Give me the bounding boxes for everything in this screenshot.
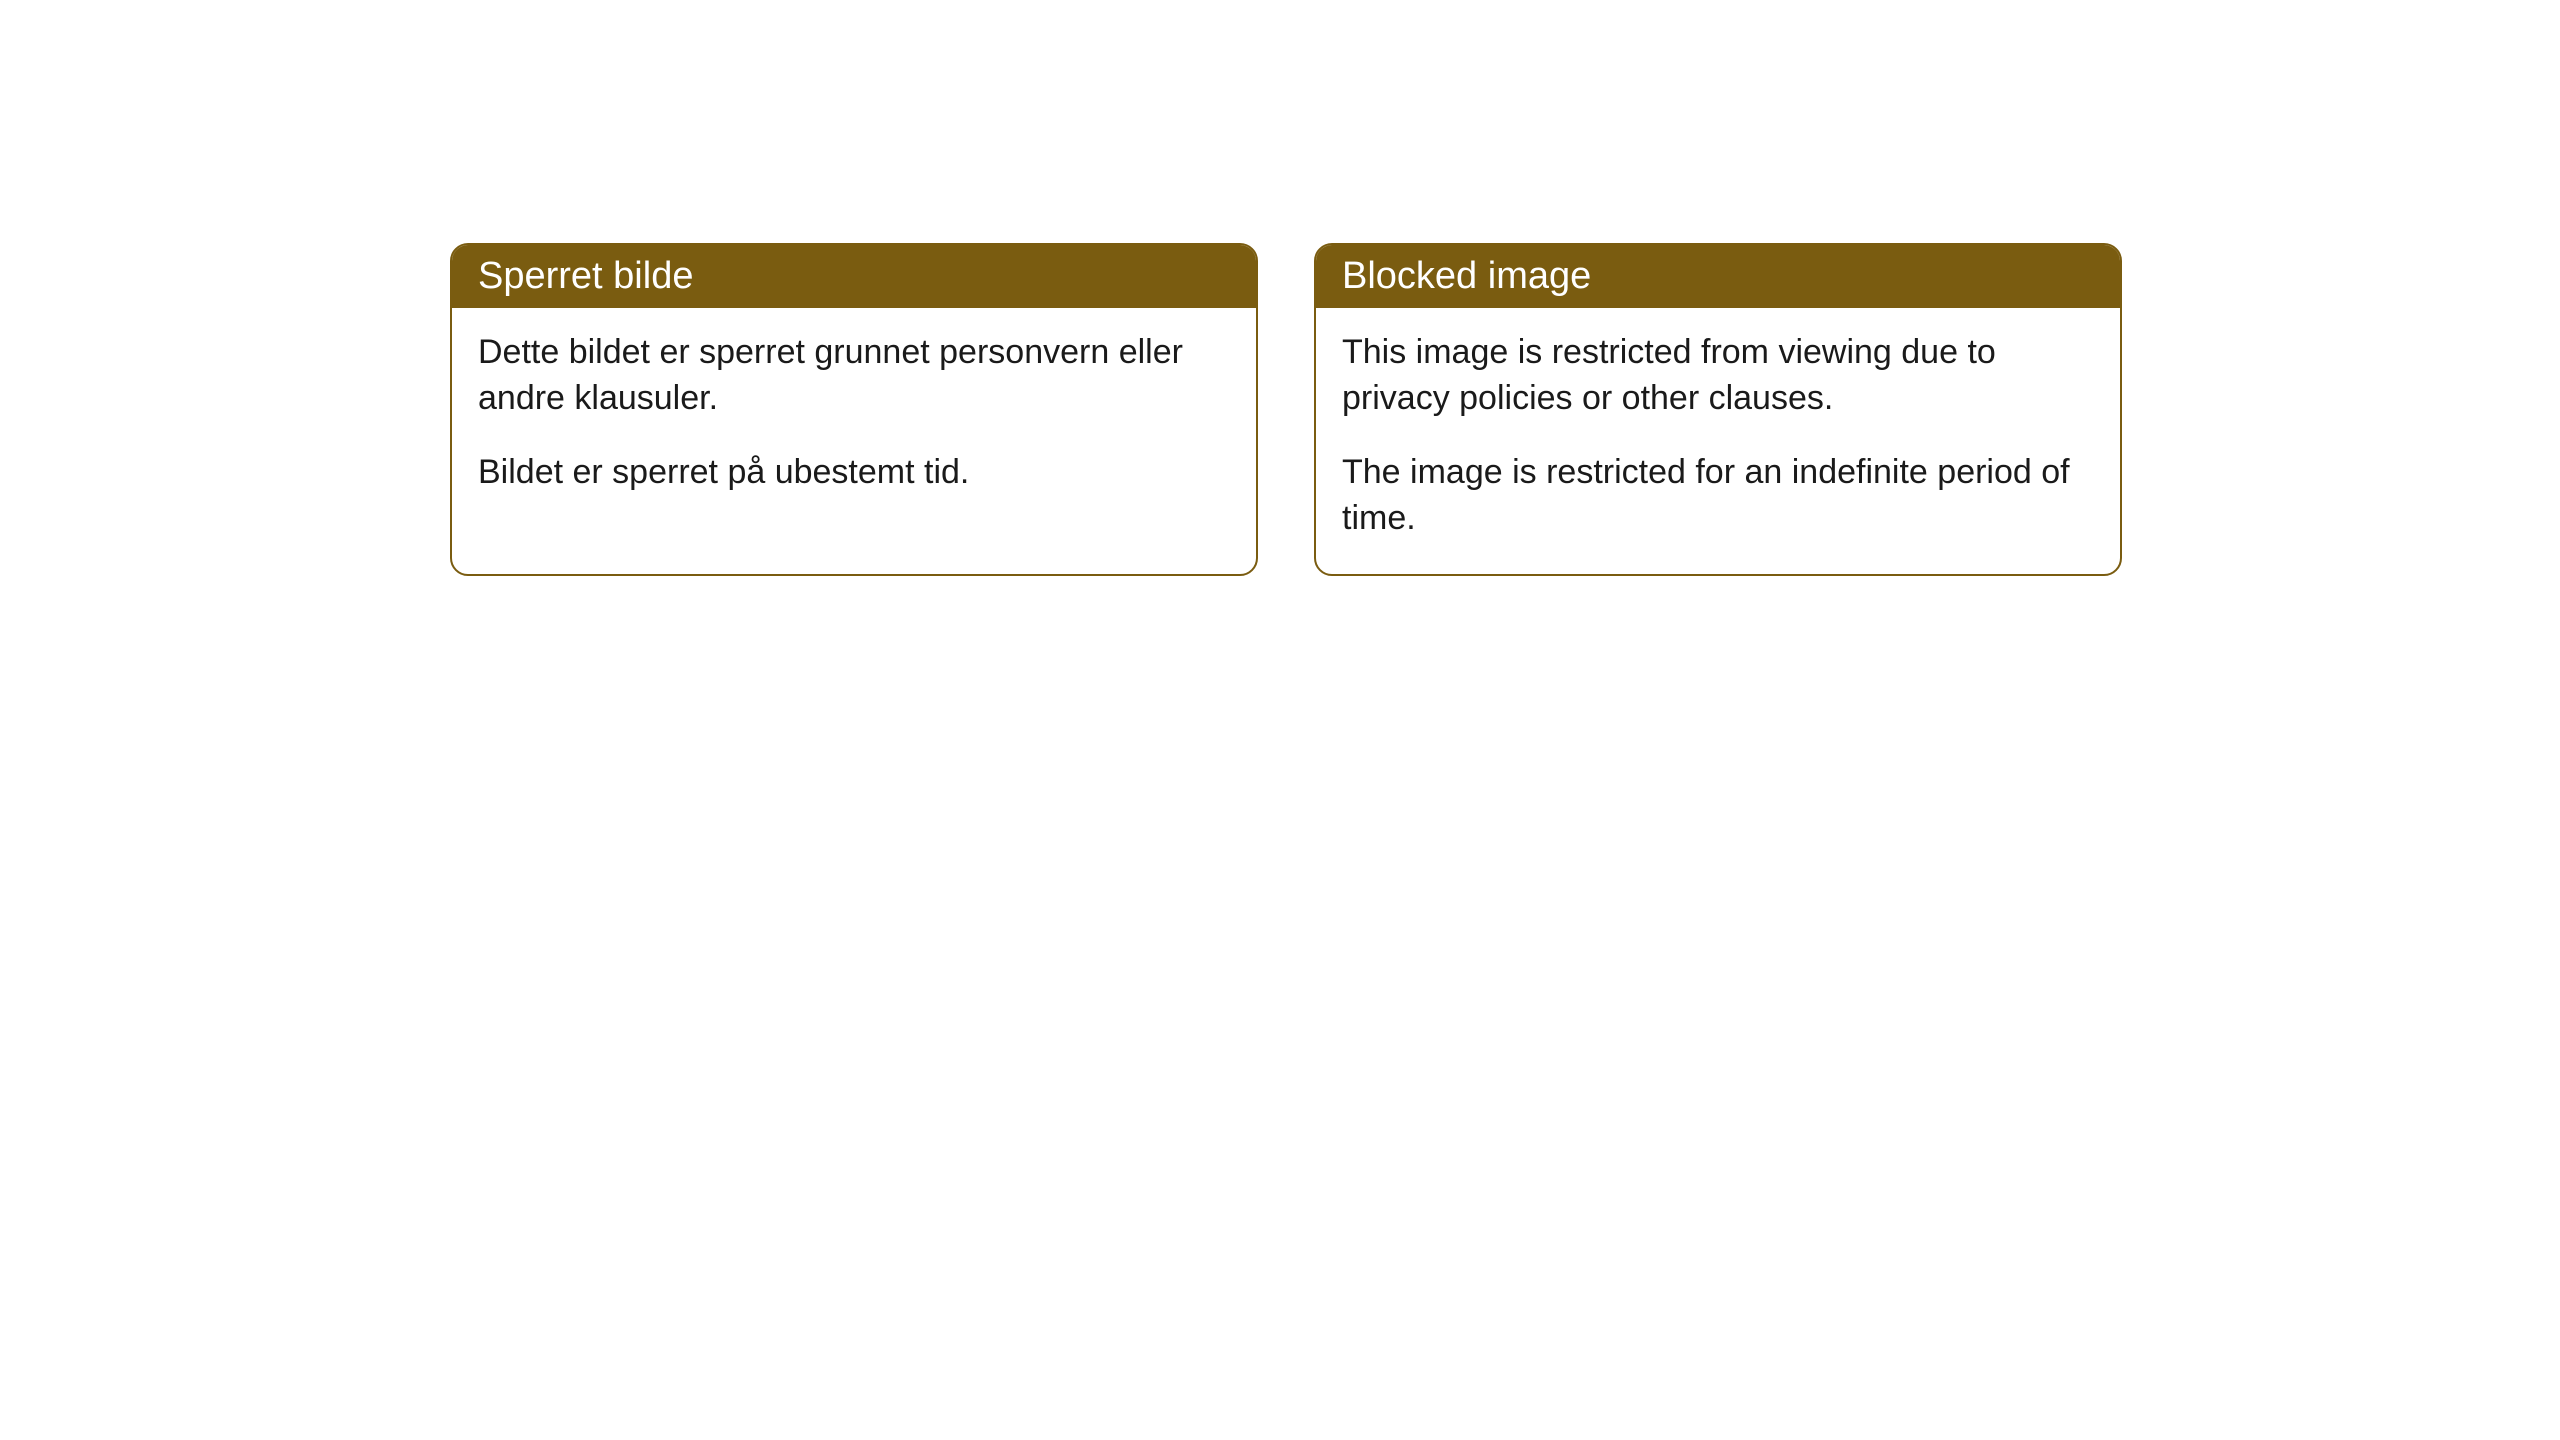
- notice-cards-container: Sperret bilde Dette bildet er sperret gr…: [450, 243, 2122, 576]
- card-header: Sperret bilde: [452, 245, 1256, 308]
- card-body: Dette bildet er sperret grunnet personve…: [452, 308, 1256, 528]
- card-paragraph: Dette bildet er sperret grunnet personve…: [478, 330, 1230, 422]
- card-paragraph: The image is restricted for an indefinit…: [1342, 450, 2094, 542]
- card-header: Blocked image: [1316, 245, 2120, 308]
- card-title: Sperret bilde: [478, 255, 693, 297]
- card-paragraph: Bildet er sperret på ubestemt tid.: [478, 450, 1230, 496]
- notice-card-english: Blocked image This image is restricted f…: [1314, 243, 2122, 576]
- card-title: Blocked image: [1342, 255, 1591, 297]
- notice-card-norwegian: Sperret bilde Dette bildet er sperret gr…: [450, 243, 1258, 576]
- card-body: This image is restricted from viewing du…: [1316, 308, 2120, 574]
- card-paragraph: This image is restricted from viewing du…: [1342, 330, 2094, 422]
